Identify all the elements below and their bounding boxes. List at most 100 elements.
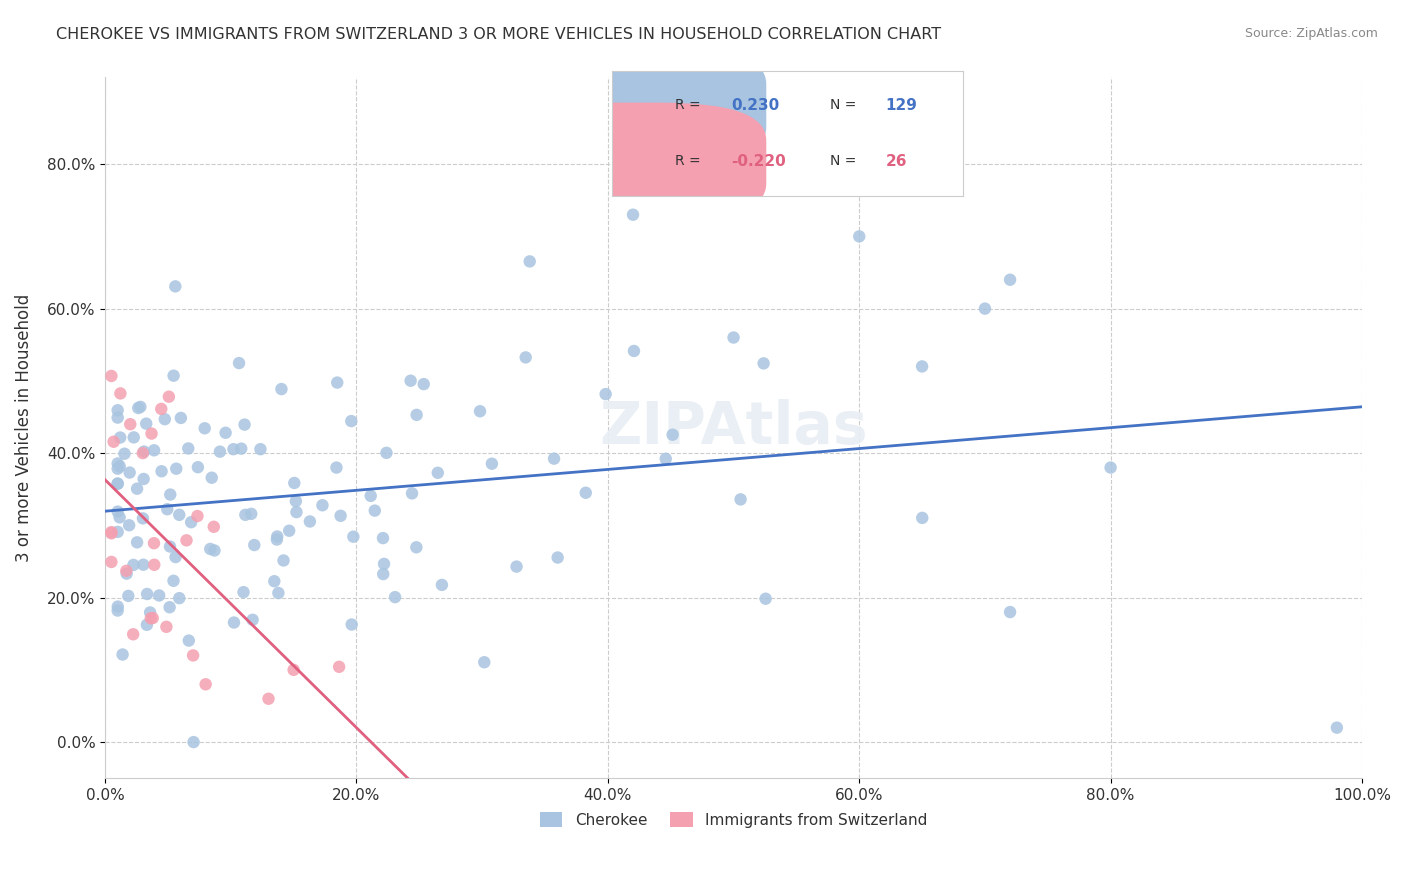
- Point: [623, 343, 645, 358]
- Point: [240, 507, 263, 521]
- Point: [107, 524, 129, 539]
- Text: 129: 129: [886, 97, 918, 112]
- Point: [186, 508, 208, 523]
- Point: [103, 434, 125, 449]
- Text: -0.220: -0.220: [731, 153, 786, 169]
- Point: [298, 515, 321, 529]
- Text: R =: R =: [675, 98, 700, 112]
- Point: [167, 508, 190, 522]
- Point: [135, 617, 157, 632]
- Point: [107, 457, 129, 471]
- Point: [107, 476, 129, 491]
- Point: [122, 430, 145, 444]
- Point: [132, 446, 155, 460]
- Point: [194, 421, 217, 435]
- Point: [340, 414, 363, 428]
- Point: [328, 660, 350, 674]
- Point: [162, 368, 184, 383]
- Point: [329, 508, 352, 523]
- Point: [231, 442, 253, 456]
- Point: [974, 301, 997, 316]
- Point: [194, 677, 217, 691]
- Point: [661, 427, 683, 442]
- Point: [752, 356, 775, 370]
- Point: [848, 229, 870, 244]
- Point: [384, 590, 406, 604]
- Point: [655, 451, 678, 466]
- Point: [202, 520, 225, 534]
- Point: [132, 444, 155, 458]
- Point: [127, 482, 149, 496]
- Point: [621, 208, 644, 222]
- Point: [122, 558, 145, 572]
- Point: [730, 492, 752, 507]
- Point: [200, 541, 222, 556]
- Point: [340, 617, 363, 632]
- Point: [169, 591, 191, 606]
- Point: [136, 587, 159, 601]
- Point: [108, 510, 131, 524]
- Point: [273, 553, 295, 567]
- Point: [266, 529, 288, 543]
- Point: [142, 611, 165, 625]
- Point: [430, 578, 453, 592]
- Point: [170, 411, 193, 425]
- Point: [249, 442, 271, 457]
- Point: [278, 524, 301, 538]
- FancyBboxPatch shape: [513, 103, 766, 221]
- Point: [132, 472, 155, 486]
- Point: [187, 460, 209, 475]
- Point: [263, 574, 285, 589]
- Point: [373, 567, 395, 582]
- Point: [132, 511, 155, 525]
- Point: [177, 633, 200, 648]
- Point: [228, 356, 250, 370]
- Point: [515, 351, 537, 365]
- Text: CHEROKEE VS IMMIGRANTS FROM SWITZERLAND 3 OR MORE VEHICLES IN HOUSEHOLD CORRELAT: CHEROKEE VS IMMIGRANTS FROM SWITZERLAND …: [56, 27, 942, 42]
- Point: [360, 489, 382, 503]
- Point: [117, 589, 139, 603]
- Point: [325, 460, 347, 475]
- Point: [159, 487, 181, 501]
- Point: [165, 461, 187, 475]
- Point: [139, 611, 162, 625]
- Point: [519, 254, 541, 268]
- Point: [180, 515, 202, 529]
- Point: [208, 444, 231, 458]
- Text: ZIPAtlas: ZIPAtlas: [599, 400, 868, 457]
- Point: [401, 486, 423, 500]
- Point: [998, 273, 1021, 287]
- Point: [204, 543, 226, 558]
- Point: [155, 620, 177, 634]
- Point: [148, 589, 170, 603]
- Point: [132, 558, 155, 572]
- Point: [110, 386, 132, 401]
- Point: [115, 566, 138, 581]
- Point: [405, 541, 427, 555]
- Point: [723, 330, 745, 344]
- Point: [426, 466, 449, 480]
- Point: [107, 599, 129, 614]
- Point: [107, 461, 129, 475]
- Point: [127, 535, 149, 549]
- Text: 26: 26: [886, 153, 907, 169]
- Point: [222, 615, 245, 630]
- Point: [159, 540, 181, 554]
- Point: [472, 655, 495, 669]
- Point: [755, 591, 778, 606]
- Point: [1326, 721, 1348, 735]
- Point: [120, 417, 142, 432]
- Point: [181, 648, 204, 663]
- Point: [412, 377, 434, 392]
- Point: [222, 442, 245, 457]
- Point: [127, 401, 149, 415]
- Point: [201, 471, 224, 485]
- Point: [373, 557, 395, 571]
- Point: [911, 511, 934, 525]
- Point: [176, 533, 198, 548]
- Point: [405, 408, 427, 422]
- Text: R =: R =: [675, 154, 700, 169]
- Point: [257, 691, 280, 706]
- Point: [311, 498, 333, 512]
- Point: [107, 403, 129, 417]
